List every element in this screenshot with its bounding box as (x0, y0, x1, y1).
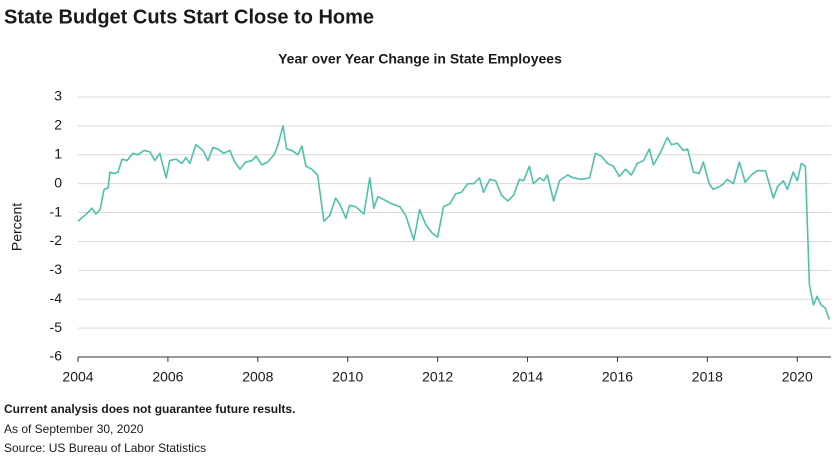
x-tick-label: 2018 (692, 369, 723, 385)
x-tick-label: 2020 (782, 369, 813, 385)
x-tick-label: 2004 (62, 369, 93, 385)
chart-subtitle: Year over Year Change in State Employees (278, 51, 562, 67)
y-tick-label: 1 (54, 145, 62, 161)
x-tick-label: 2016 (602, 369, 633, 385)
chart-title: State Budget Cuts Start Close to Home (4, 6, 374, 28)
data-line (77, 125, 830, 320)
y-tick-label: -3 (50, 261, 63, 277)
y-tick-label: 3 (54, 88, 62, 104)
y-tick-label: -2 (50, 232, 63, 248)
y-axis-label: Percent (9, 203, 25, 251)
y-tick-label: 0 (54, 174, 62, 190)
y-tick-label: -4 (50, 290, 63, 306)
x-tick-label: 2006 (152, 369, 183, 385)
x-tick-label: 2010 (332, 369, 363, 385)
y-tick-label: -1 (50, 203, 63, 219)
x-tick-label: 2014 (512, 369, 543, 385)
y-tick-label: -5 (50, 319, 63, 335)
x-tick-label: 2012 (422, 369, 453, 385)
source-note: Source: US Bureau of Labor Statistics (4, 441, 206, 455)
y-tick-label: -6 (50, 348, 63, 364)
y-tick-label: 2 (54, 117, 62, 133)
as-of-note: As of September 30, 2020 (4, 422, 144, 436)
x-tick-label: 2008 (242, 369, 273, 385)
footnote: Current analysis does not guarantee futu… (4, 402, 295, 416)
